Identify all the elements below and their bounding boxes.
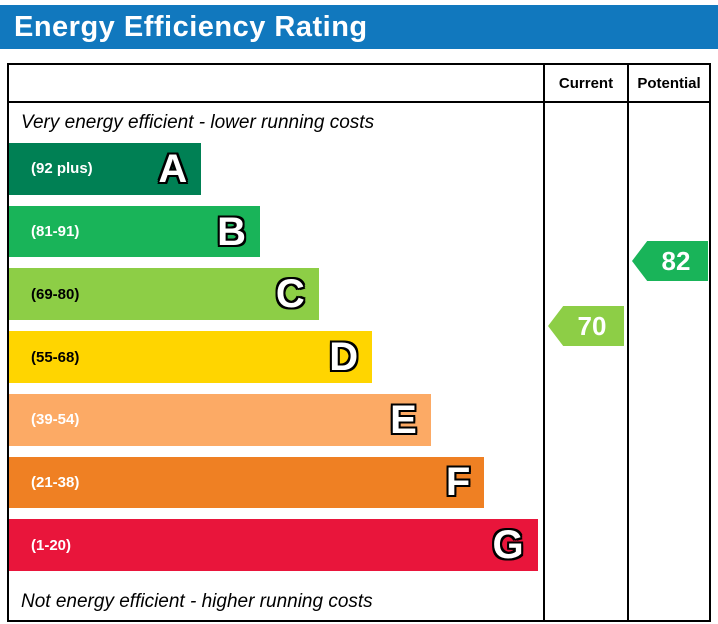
energy-efficiency-chart: Current Potential Very energy efficient … — [7, 63, 711, 622]
bottom-note: Not energy efficient - higher running co… — [21, 591, 373, 613]
rating-band-f: (21-38) F — [9, 456, 485, 509]
page-title: Energy Efficiency Rating — [0, 5, 718, 49]
rating-bands-column: Very energy efficient - lower running co… — [9, 103, 543, 620]
band-range-label: (39-54) — [31, 411, 80, 429]
rating-band-a: (92 plus) A — [9, 143, 202, 195]
potential-rating-value: 82 — [661, 245, 691, 276]
band-range-label: (55-68) — [31, 348, 80, 366]
rating-band-c: (69-80) C — [9, 268, 319, 321]
rating-band-e: (39-54) E — [9, 393, 431, 446]
band-range-label: (81-91) — [31, 223, 80, 241]
band-letter: D — [329, 335, 359, 380]
band-letter: A — [158, 146, 188, 191]
potential-rating-arrow: 82 — [632, 241, 708, 281]
header-current: Current — [543, 65, 627, 103]
potential-column: 82 — [627, 103, 709, 620]
rating-band-d: (55-68) D — [9, 331, 373, 383]
header-spacer — [9, 65, 543, 103]
band-range-label: (21-38) — [31, 473, 80, 491]
current-rating-arrow: 70 — [548, 306, 624, 346]
band-letter: B — [217, 209, 246, 254]
header-potential: Potential — [627, 65, 709, 103]
rating-band-g: (1-20) G — [9, 519, 538, 572]
rating-band-b: (81-91) B — [9, 205, 260, 258]
band-letter: F — [445, 460, 471, 505]
band-letter: G — [492, 523, 524, 568]
band-letter: C — [275, 272, 305, 317]
current-column: 70 — [543, 103, 627, 620]
top-note: Very energy efficient - lower running co… — [21, 112, 375, 133]
current-rating-value: 70 — [577, 310, 607, 341]
band-range-label: (1-20) — [31, 536, 72, 554]
band-range-label: (69-80) — [31, 285, 80, 303]
band-range-label: (92 plus) — [31, 160, 93, 178]
band-letter: E — [390, 397, 417, 442]
